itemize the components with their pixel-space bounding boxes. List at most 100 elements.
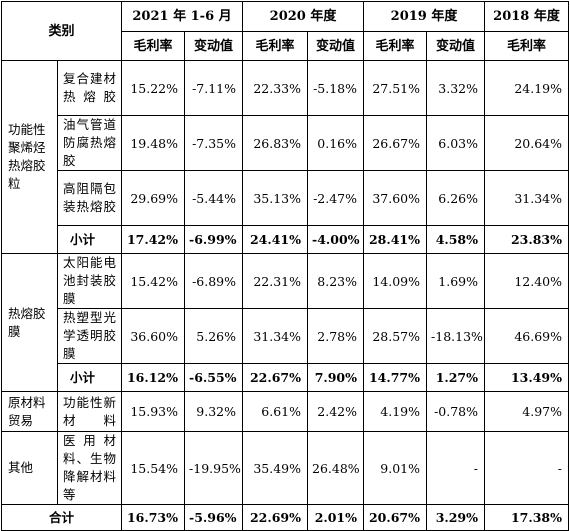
subtotal-row: 小计 17.42% -6.99% 24.41% -4.00% 28.41% 4.… — [2, 225, 570, 254]
cell: 22.69% — [242, 504, 309, 531]
cell: 28.57% — [363, 308, 428, 364]
cell: 4.97% — [484, 391, 570, 432]
table-row: 原材料贸易 功能性新材料 15.93% 9.32% 6.61% 2.42% 4.… — [1, 391, 570, 432]
cell: 3.32% — [426, 60, 486, 116]
header-margin: 毛利率 — [121, 31, 186, 61]
cell: 14.77% — [363, 363, 428, 392]
group-label: 其他 — [1, 431, 58, 505]
cell: -4.00% — [307, 225, 365, 254]
table-row: 高阻隔包装热熔胶 29.69% -5.44% 35.13% -2.47% 37.… — [2, 170, 570, 226]
cell: 13.49% — [484, 363, 570, 392]
cell: 14.09% — [363, 253, 428, 309]
table-row: 热塑型光学透明胶膜 36.60% 5.26% 31.34% 2.78% 28.5… — [2, 308, 570, 364]
cell: 4.19% — [363, 391, 428, 432]
header-margin: 毛利率 — [363, 31, 428, 61]
cell: 22.67% — [242, 363, 309, 392]
header-margin: 毛利率 — [242, 31, 309, 61]
cell: -2.47% — [307, 170, 365, 226]
cell: 1.27% — [426, 363, 486, 392]
product-label: 油气管道防腐热熔胶 — [56, 115, 123, 171]
cell: 5.26% — [184, 308, 244, 364]
product-label: 热塑型光学透明胶膜 — [56, 308, 123, 364]
product-label: 功能性新材料 — [56, 391, 123, 432]
header-change: 变动值 — [184, 31, 244, 61]
cell: 15.93% — [121, 391, 186, 432]
cell: 46.69% — [484, 308, 570, 364]
cell: 36.60% — [121, 308, 186, 364]
header-period-2019: 2019 年度 — [363, 1, 486, 32]
cell: 29.69% — [121, 170, 186, 226]
cell: 2.42% — [307, 391, 365, 432]
cell: 6.61% — [242, 391, 309, 432]
group-label: 热熔胶膜 — [1, 253, 58, 392]
cell: - — [426, 431, 486, 505]
cell: 1.69% — [426, 253, 486, 309]
cell: 8.23% — [307, 253, 365, 309]
product-label: 高阻隔包装热熔胶 — [56, 170, 123, 226]
cell: -7.35% — [184, 115, 244, 171]
header-period-2021h1: 2021 年 1-6 月 — [121, 1, 244, 32]
subtotal-label: 小计 — [56, 225, 123, 254]
cell: -6.89% — [184, 253, 244, 309]
cell: 26.83% — [242, 115, 309, 171]
cell: 15.22% — [121, 60, 186, 116]
subtotal-row: 小计 16.12% -6.55% 22.67% 7.90% 14.77% 1.2… — [2, 363, 570, 392]
cell: -19.95% — [184, 431, 244, 505]
header-period-2018: 2018 年度 — [484, 1, 570, 32]
product-label: 复合建材热熔胶 — [56, 60, 123, 116]
cell: 15.54% — [121, 431, 186, 505]
table-row: 油气管道防腐热熔胶 19.48% -7.35% 26.83% 0.16% 26.… — [2, 115, 570, 171]
group-label: 功能性聚烯烃热熔胶粒 — [1, 60, 58, 254]
cell: -7.11% — [184, 60, 244, 116]
header-period-2020: 2020 年度 — [242, 1, 365, 32]
cell: 31.34% — [242, 308, 309, 364]
header-category: 类别 — [0, 1, 123, 61]
cell: 12.40% — [484, 253, 570, 309]
product-label: 太阳能电池封装胶膜 — [56, 253, 123, 309]
cell: 4.58% — [426, 225, 486, 254]
cell: - — [484, 431, 570, 505]
cell: 28.41% — [363, 225, 428, 254]
header-change: 变动值 — [307, 31, 365, 61]
total-label: 合计 — [0, 504, 123, 531]
cell: 9.32% — [184, 391, 244, 432]
header-row-periods: 类别 2021 年 1-6 月 2020 年度 2019 年度 2018 年度 — [0, 1, 570, 61]
group-label: 原材料贸易 — [1, 391, 58, 432]
cell: 26.48% — [307, 431, 365, 505]
cell: 6.03% — [426, 115, 486, 171]
cell: 17.38% — [484, 504, 570, 531]
cell: -5.96% — [184, 504, 244, 531]
cell: 26.67% — [363, 115, 428, 171]
cell: 24.41% — [242, 225, 309, 254]
total-row: 合计 16.73% -5.96% 22.69% 2.01% 20.67% 3.2… — [0, 504, 570, 531]
cell: 24.19% — [484, 60, 570, 116]
header-change: 变动值 — [426, 31, 486, 61]
cell: 22.33% — [242, 60, 309, 116]
subtotal-label: 小计 — [56, 363, 123, 392]
cell: -5.44% — [184, 170, 244, 226]
table-row: 其他 医用材料、生物降解材料等 15.54% -19.95% 35.49% 26… — [1, 431, 570, 505]
cell: -6.55% — [184, 363, 244, 392]
cell: 20.67% — [363, 504, 428, 531]
cell: 31.34% — [484, 170, 570, 226]
cell: -5.18% — [307, 60, 365, 116]
cell: 0.16% — [307, 115, 365, 171]
cell: 37.60% — [363, 170, 428, 226]
cell: 22.31% — [242, 253, 309, 309]
cell: 27.51% — [363, 60, 428, 116]
table-row: 功能性聚烯烃热熔胶粒 复合建材热熔胶 15.22% -7.11% 22.33% … — [1, 60, 570, 254]
cell: 6.26% — [426, 170, 486, 226]
cell: 35.49% — [242, 431, 309, 505]
cell: 20.64% — [484, 115, 570, 171]
cell: 3.29% — [426, 504, 486, 531]
table-row: 热熔胶膜 太阳能电池封装胶膜 15.42% -6.89% 22.31% 8.23… — [1, 253, 570, 392]
cell: 2.78% — [307, 308, 365, 364]
cell: 23.83% — [484, 225, 570, 254]
cell: -0.78% — [426, 391, 486, 432]
cell: 16.12% — [121, 363, 186, 392]
cell: 7.90% — [307, 363, 365, 392]
header-margin: 毛利率 — [484, 31, 570, 61]
product-label: 医用材料、生物降解材料等 — [56, 431, 123, 505]
cell: -18.13% — [426, 308, 486, 364]
